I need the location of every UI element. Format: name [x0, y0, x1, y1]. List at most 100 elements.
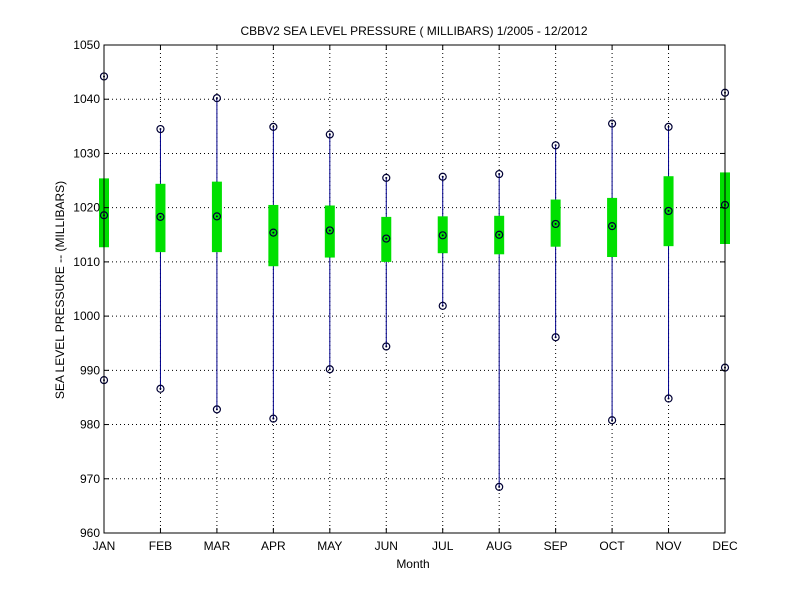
max-marker-dot — [159, 128, 162, 131]
min-marker — [495, 482, 504, 492]
min-marker-dot — [215, 408, 218, 411]
y-axis: 960 970 980 990 1000 1010 1020 1030 1040 1050 — [73, 38, 725, 540]
min-marker-dot — [554, 336, 557, 339]
min-marker-dot — [385, 345, 388, 348]
y-tick-label: 1010 — [73, 255, 100, 269]
x-axis: JAN FEB MAR APR MAY JUN JUL AUG SEP OCT NOV DEC — [93, 45, 738, 553]
x-tick-label: NOV — [656, 539, 682, 553]
min-marker — [269, 414, 278, 423]
mean-marker — [382, 234, 391, 243]
y-tick-label: 970 — [80, 472, 100, 486]
mean-marker-dot — [159, 215, 162, 218]
month-group-oct — [607, 119, 618, 425]
mean-marker — [607, 222, 617, 231]
max-marker-dot — [667, 125, 670, 128]
month-group-nov — [663, 122, 674, 403]
y-tick-label: 1050 — [73, 38, 100, 52]
y-tick-label: 1040 — [73, 92, 100, 106]
month-group-may — [324, 130, 335, 374]
max-marker — [495, 169, 504, 179]
mean-marker — [156, 212, 165, 221]
x-tick-label: JAN — [93, 539, 116, 553]
max-marker-dot — [498, 173, 501, 176]
y-tick-label: 980 — [80, 418, 100, 432]
max-marker — [382, 173, 391, 182]
month-group-feb — [155, 124, 166, 393]
min-marker-dot — [498, 485, 501, 488]
max-marker — [438, 172, 447, 181]
min-marker — [325, 365, 334, 374]
mean-marker-dot — [667, 209, 670, 212]
x-tick-label: AUG — [486, 539, 512, 553]
max-marker — [156, 124, 165, 134]
min-marker — [551, 333, 560, 342]
max-marker — [607, 119, 617, 128]
mean-marker-dot — [328, 229, 331, 232]
month-group-aug — [494, 169, 505, 492]
month-group-sep — [550, 141, 561, 342]
y-axis-label: SEA LEVEL PRESSURE -- (MILLIBARS) — [53, 181, 67, 399]
x-tick-label: MAY — [317, 539, 342, 553]
max-marker-dot — [328, 133, 331, 136]
spread-box — [155, 183, 166, 253]
month-group-mar — [211, 94, 222, 414]
max-marker-dot — [441, 175, 444, 178]
month-group-apr — [268, 122, 279, 423]
mean-marker-dot — [441, 234, 444, 237]
spread-box — [324, 205, 335, 258]
x-tick-label: MAR — [204, 539, 231, 553]
x-tick-label: JUL — [432, 539, 454, 553]
min-marker-dot — [159, 387, 162, 390]
min-marker-dot — [272, 417, 275, 420]
mean-marker-dot — [215, 215, 218, 218]
x-tick-label: JUN — [375, 539, 398, 553]
min-marker-dot — [441, 304, 444, 307]
min-marker-dot — [667, 397, 670, 400]
min-marker — [382, 342, 391, 351]
max-marker — [664, 122, 673, 131]
max-marker-dot — [272, 125, 275, 128]
mean-marker-dot — [554, 222, 557, 225]
min-marker-dot — [328, 368, 331, 371]
y-tick-label: 1000 — [73, 309, 100, 323]
min-marker — [607, 416, 617, 425]
spread-box — [607, 197, 618, 258]
min-marker-dot — [611, 419, 614, 422]
max-marker — [551, 141, 560, 150]
max-marker — [269, 122, 278, 131]
max-marker-dot — [215, 97, 218, 100]
max-marker-dot — [385, 176, 388, 179]
y-tick-label: 960 — [80, 526, 100, 540]
mean-marker — [269, 228, 278, 237]
y-tick-label: 1030 — [73, 146, 100, 160]
x-tick-label: DEC — [712, 539, 738, 553]
chart-title: CBBV2 SEA LEVEL PRESSURE ( MILLIBARS) 1/… — [240, 24, 587, 38]
mean-marker — [495, 230, 504, 239]
max-marker-dot — [554, 144, 557, 147]
mean-marker-dot — [385, 237, 388, 240]
min-marker — [212, 405, 222, 414]
max-marker-dot — [611, 122, 614, 125]
month-group-jul — [437, 172, 448, 310]
min-marker — [664, 394, 673, 403]
y-tick-label: 1020 — [73, 201, 100, 215]
mean-marker-dot — [498, 233, 501, 236]
x-tick-label: FEB — [149, 539, 172, 553]
mean-marker-dot — [611, 225, 614, 228]
mean-marker — [438, 231, 447, 240]
max-marker — [325, 130, 334, 139]
mean-marker-dot — [272, 231, 275, 234]
mean-marker — [325, 226, 334, 235]
min-marker — [156, 384, 165, 393]
month-group-jun — [381, 173, 392, 351]
x-axis-label: Month — [396, 557, 429, 571]
x-tick-label: OCT — [599, 539, 625, 553]
plot-frame — [103, 44, 726, 534]
mean-marker — [551, 219, 560, 229]
mean-marker — [212, 212, 222, 221]
max-marker — [212, 94, 222, 103]
mean-marker — [664, 206, 673, 216]
x-tick-label: APR — [261, 539, 286, 553]
min-marker — [438, 301, 447, 310]
